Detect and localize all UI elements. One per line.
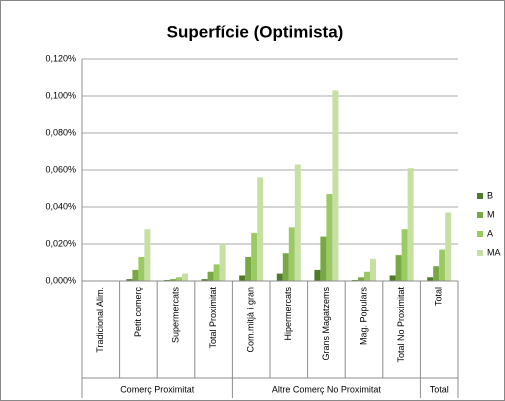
bar: [239, 275, 246, 281]
bar: [439, 249, 446, 281]
y-tick-label: 0,120%: [45, 53, 76, 63]
bar: [326, 194, 333, 281]
bar: [294, 164, 301, 281]
legend-label: A: [487, 228, 493, 238]
legend-label: B: [487, 190, 493, 200]
bar: [132, 269, 139, 281]
bar: [182, 273, 188, 281]
bar: [170, 279, 176, 281]
bar: [138, 256, 145, 281]
bar: [276, 273, 283, 281]
bar: [364, 271, 370, 281]
bar: [201, 279, 208, 281]
bar: [176, 277, 182, 281]
bar: [401, 229, 408, 281]
x-tick-label: Mag. Populars: [358, 287, 368, 346]
group-label: Total: [430, 384, 449, 394]
bar: [288, 227, 295, 281]
y-tick-label: 0,000%: [45, 275, 76, 285]
bar: [207, 271, 214, 281]
x-tick-label: Tradicional Alim.: [95, 287, 105, 353]
bar: [332, 90, 339, 281]
y-tick-label: 0,060%: [45, 164, 76, 174]
legend-swatch: [477, 193, 483, 199]
bar: [126, 279, 133, 281]
legend-swatch: [477, 231, 483, 237]
bar: [358, 277, 364, 281]
legend-label: M: [487, 209, 495, 219]
x-tick-label: Total: [434, 287, 444, 306]
bar: [389, 275, 396, 281]
y-tick-label: 0,040%: [45, 201, 76, 211]
bar: [320, 236, 327, 281]
bar: [219, 244, 226, 281]
y-tick-label: 0,080%: [45, 127, 76, 137]
x-tick-label: Total No Proximitat: [396, 287, 406, 363]
x-tick-label: Petit comerç: [133, 287, 143, 338]
bar: [245, 256, 252, 281]
bar: [445, 212, 452, 281]
bar: [251, 232, 258, 281]
bar: [144, 229, 151, 281]
legend-label: MA: [487, 247, 501, 257]
group-label: Altre Comerç No Proximitat: [272, 384, 382, 394]
chart-title: Superfície (Optimista): [167, 22, 344, 41]
legend-swatch: [477, 212, 483, 218]
legend-swatch: [477, 250, 483, 256]
y-tick-label: 0,100%: [45, 90, 76, 100]
bar: [314, 269, 321, 281]
bar: [433, 266, 440, 281]
bar: [427, 277, 434, 281]
x-tick-label: Total Proximitat: [208, 287, 218, 349]
bar: [257, 177, 264, 281]
bar: [370, 258, 376, 281]
x-tick-label: Supermercats: [170, 287, 180, 344]
x-tick-label: Hipermercats: [283, 287, 293, 341]
group-label: Comerç Proximitat: [120, 384, 195, 394]
x-tick-label: Com.mitjà i gran: [246, 287, 256, 353]
bar: [282, 253, 289, 281]
bar: [213, 264, 220, 281]
bar: [407, 168, 414, 281]
bar: [395, 255, 402, 281]
x-tick-label: Grans Magatzems: [321, 287, 331, 361]
y-tick-label: 0,020%: [45, 238, 76, 248]
